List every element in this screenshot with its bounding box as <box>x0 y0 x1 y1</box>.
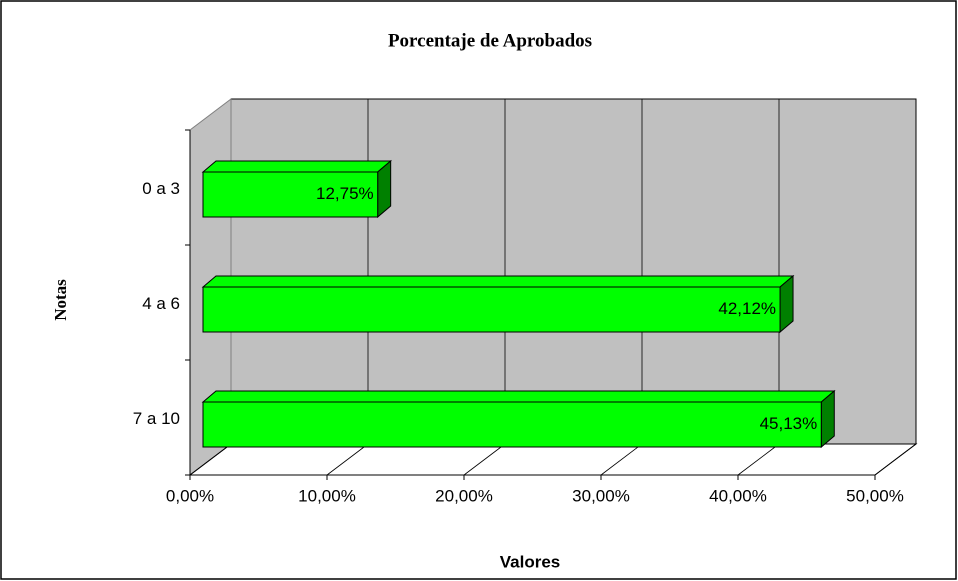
data-label: 45,13% <box>760 414 818 433</box>
x-tick-label: 20,00% <box>435 486 493 505</box>
floor <box>188 443 918 476</box>
bar <box>201 159 393 219</box>
x-tick-label: 0,00% <box>166 486 214 505</box>
bar-top <box>201 275 795 288</box>
floor-line <box>463 443 506 476</box>
y-axis-label: Notas <box>51 279 70 321</box>
chart-title: Porcentaje de Aprobados <box>388 30 592 51</box>
x-tick-label: 40,00% <box>709 486 767 505</box>
bar-front <box>202 401 822 448</box>
floor-line <box>600 443 643 476</box>
data-label: 12,75% <box>316 184 374 203</box>
data-label: 42,12% <box>718 299 776 318</box>
floor-line <box>874 443 917 476</box>
x-tick-label: 30,00% <box>572 486 630 505</box>
floor-line <box>189 443 232 476</box>
x-tick-label: 50,00% <box>846 486 904 505</box>
bar-front <box>202 286 781 333</box>
bar <box>201 389 836 449</box>
y-tick-label: 7 a 10 <box>133 409 180 428</box>
bar-top <box>201 390 836 403</box>
bar-front <box>202 171 379 218</box>
bar <box>201 274 795 334</box>
bar-top <box>201 160 393 173</box>
y-tick-label: 4 a 6 <box>142 294 180 313</box>
y-tick-label: 0 a 3 <box>142 179 180 198</box>
x-tick-label: 10,00% <box>298 486 356 505</box>
floor-line <box>326 443 369 476</box>
floor-line <box>737 443 780 476</box>
x-axis-label: Valores <box>500 552 561 571</box>
